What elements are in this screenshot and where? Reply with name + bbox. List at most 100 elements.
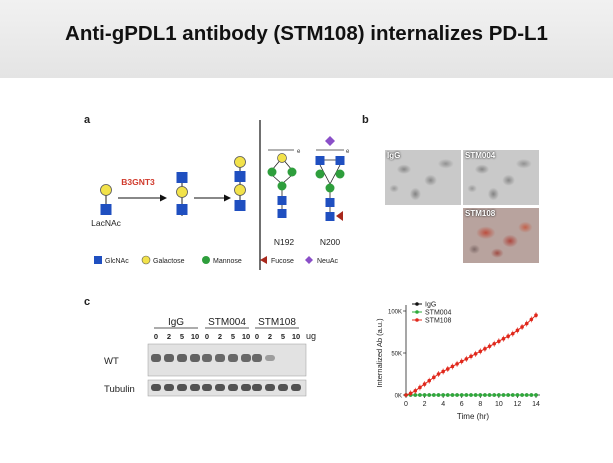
western-blot: IgG STM004 STM108 0 2 5 10 0 2 5 10 0 2 … [104, 317, 316, 397]
micrograph-label: STM108 [465, 209, 496, 218]
panel-c-label: c [84, 296, 91, 308]
svg-text:e: e [346, 149, 350, 155]
data-point [506, 393, 510, 397]
data-point [469, 393, 473, 397]
mannose-icon [325, 183, 335, 193]
mannose-icon [315, 169, 325, 179]
data-point [450, 393, 455, 397]
y-tick-label: 0K [395, 394, 402, 400]
x-tick-label: 2 [423, 401, 427, 408]
data-point [404, 393, 408, 397]
legend-marker [415, 318, 419, 322]
dose-label: 5 [180, 332, 184, 341]
galactose-icon [141, 255, 151, 265]
dose-label: 5 [231, 332, 235, 341]
glcnac-icon [234, 171, 246, 182]
mannose-icon [287, 167, 297, 177]
legend-neuac: NeuAc [317, 258, 339, 265]
data-point [418, 393, 422, 397]
fucose-icon [336, 211, 343, 221]
glycan-diagram: LacNAc B3GNT3 e N192 e N200 GlcNAc [91, 120, 350, 270]
dose-label: 10 [242, 332, 250, 341]
data-point [529, 393, 534, 397]
blot-group-stm108: STM108 [258, 317, 296, 328]
dose-label: 2 [218, 332, 222, 341]
data-point [478, 393, 483, 397]
data-point [445, 393, 450, 397]
x-tick-label: 8 [478, 401, 482, 408]
data-point [422, 393, 427, 397]
galactose-icon [176, 186, 188, 198]
site-label-2: N200 [320, 237, 341, 247]
slide-title: Anti-gPDL1 antibody (STM108) internalize… [65, 22, 548, 45]
glcnac-icon [94, 256, 102, 264]
data-point [413, 393, 418, 397]
data-point [520, 393, 524, 397]
data-point [497, 393, 501, 397]
x-tick-label: 4 [441, 401, 445, 408]
galactose-icon [234, 156, 246, 168]
dose-label: 0 [154, 332, 158, 341]
data-point [487, 393, 492, 397]
glcnac-icon [100, 204, 112, 215]
micrograph-stm108: STM108 [463, 208, 539, 263]
data-point [501, 393, 506, 397]
data-point [441, 393, 445, 397]
micrograph-igg: IgG [385, 150, 461, 205]
dose-label: 10 [191, 332, 199, 341]
x-tick-label: 14 [532, 401, 540, 408]
legend-label: STM004 [425, 310, 452, 317]
blot-row-tubulin: Tubulin [104, 384, 135, 395]
neuac-icon [305, 256, 313, 264]
data-point [432, 393, 436, 397]
data-point [492, 393, 497, 397]
data-point [524, 393, 529, 397]
legend-marker [415, 310, 419, 314]
dose-label: 2 [167, 332, 171, 341]
legend-fucose: Fucose [271, 258, 294, 265]
wt-blot-panel [147, 343, 307, 377]
internalization-chart: Internalized Ab (a.u.) Time (hr) 0 2 4 6 8 10… [375, 302, 540, 421]
tubulin-bands [151, 384, 301, 391]
legend-mannose: Mannose [213, 258, 242, 265]
galactose-icon [277, 153, 287, 163]
glcnac-icon [176, 204, 188, 215]
micrograph-label: IgG [387, 151, 401, 160]
glcnac-icon [315, 156, 325, 165]
glcnac-icon [325, 198, 335, 207]
dose-label: 10 [292, 332, 300, 341]
blot-group-stm004: STM004 [208, 317, 246, 328]
data-point [455, 393, 459, 397]
glcnac-icon [234, 200, 246, 211]
legend-glcnac: GlcNAc [105, 258, 129, 265]
data-point [473, 393, 478, 397]
tubulin-blot-panel [147, 379, 307, 397]
data-point [483, 393, 487, 397]
y-axis-label: Internalized Ab (a.u.) [375, 318, 384, 388]
enzyme-label: B3GNT3 [121, 177, 155, 187]
mannose-icon [202, 256, 210, 264]
data-point [510, 393, 515, 397]
mannose-icon [277, 181, 287, 191]
x-tick-label: 6 [460, 401, 464, 408]
data-point [515, 393, 520, 397]
panel-a-label: a [84, 114, 91, 126]
micrograph-stm004: STM004 [463, 150, 539, 205]
galactose-icon [100, 184, 112, 196]
mannose-icon [335, 169, 345, 179]
site-label-1: N192 [274, 237, 295, 247]
glycan-legend: GlcNAc Galactose Mannose Fucose NeuAc [94, 255, 339, 265]
blot-group-igg: IgG [168, 317, 184, 328]
panel-b-label: b [362, 114, 369, 126]
dose-unit: ug [306, 331, 316, 341]
data-point [459, 393, 464, 397]
data-point [427, 393, 432, 397]
substrate-label: LacNAc [91, 218, 122, 228]
blot-row-wt: WT [104, 356, 119, 367]
micrograph-label: STM004 [465, 151, 496, 160]
x-tick-label: 0 [404, 401, 408, 408]
dose-label: 0 [205, 332, 209, 341]
x-tick-label: 12 [514, 401, 522, 408]
glcnac-icon [277, 209, 287, 218]
glcnac-icon [325, 212, 335, 221]
